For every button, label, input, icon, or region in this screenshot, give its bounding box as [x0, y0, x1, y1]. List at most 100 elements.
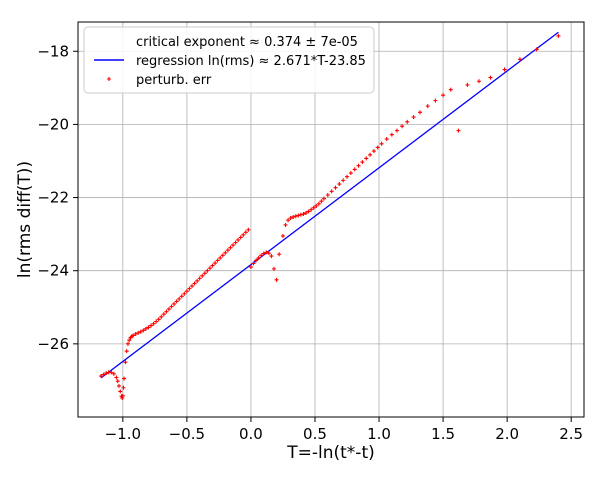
data-point	[156, 317, 161, 322]
legend-entry: regression ln(rms) ≈ 2.671*T-23.85	[136, 54, 366, 69]
data-point	[476, 79, 481, 84]
data-point	[123, 360, 128, 365]
data-point	[114, 375, 119, 380]
data-point	[371, 149, 376, 154]
data-point	[136, 330, 141, 335]
y-tick-label: −26	[37, 335, 69, 353]
data-point	[104, 371, 109, 376]
legend-marker-swatch	[107, 77, 111, 81]
data-point	[465, 82, 470, 87]
data-point	[187, 286, 192, 291]
data-point	[517, 57, 522, 62]
data-point	[146, 325, 151, 330]
data-point	[296, 213, 301, 218]
x-tick-label: 0.5	[303, 425, 327, 443]
data-point	[195, 278, 200, 283]
data-point	[534, 47, 539, 52]
data-point	[223, 250, 228, 255]
data-point	[120, 393, 125, 398]
data-point	[124, 349, 129, 354]
data-point	[121, 385, 126, 390]
data-point	[246, 227, 251, 232]
data-point	[364, 156, 369, 161]
legend: critical exponent ≈ 0.374 ± 7e-05 regress…	[83, 26, 375, 94]
data-point	[301, 212, 306, 217]
data-point	[109, 370, 114, 375]
y-axis-label: ln(rms diff(T))	[15, 161, 35, 278]
data-point	[337, 182, 342, 187]
data-point	[304, 210, 309, 215]
data-point	[174, 299, 179, 304]
x-tick-label: −1.0	[105, 425, 141, 443]
data-point	[149, 323, 154, 328]
data-point	[256, 255, 261, 260]
data-point	[405, 119, 410, 124]
data-point	[360, 160, 365, 165]
data-point	[141, 328, 146, 333]
data-point	[231, 243, 236, 248]
data-point	[411, 115, 416, 120]
x-axis-ticks: −1.0 −0.5 0.0 0.5 1.0 1.5 2.0 2.5	[105, 417, 583, 443]
data-point	[314, 203, 319, 208]
data-point	[251, 261, 256, 266]
data-point	[205, 268, 210, 273]
data-point	[151, 321, 156, 326]
data-point	[341, 178, 346, 183]
x-tick-label: 2.5	[559, 425, 583, 443]
data-point	[298, 212, 303, 217]
data-point	[215, 258, 220, 263]
data-point	[133, 331, 138, 336]
data-point	[375, 145, 380, 150]
data-point	[441, 93, 446, 98]
data-point	[213, 261, 218, 266]
data-point	[425, 104, 430, 109]
data-point	[111, 371, 116, 376]
data-point	[192, 281, 197, 286]
data-point	[169, 304, 174, 309]
regression-line	[100, 31, 559, 379]
data-point	[243, 230, 248, 235]
y-tick-label: −22	[37, 189, 69, 207]
y-axis-ticks: −26 −24 −22 −20 −18	[37, 42, 78, 353]
data-point	[309, 207, 314, 212]
data-point	[116, 383, 121, 388]
data-point	[172, 301, 177, 306]
data-point	[207, 266, 212, 271]
data-point	[321, 196, 326, 201]
axes-frame	[77, 21, 585, 418]
data-point	[131, 333, 136, 338]
data-point	[236, 237, 241, 242]
data-point	[348, 171, 353, 176]
data-point	[266, 251, 271, 256]
data-point	[345, 174, 350, 179]
data-point	[356, 163, 361, 168]
data-point	[182, 291, 187, 296]
data-point	[233, 240, 238, 245]
data-point	[389, 132, 394, 137]
data-point	[456, 128, 461, 133]
data-point	[118, 389, 123, 394]
x-tick-label: 2.0	[495, 425, 519, 443]
data-point	[138, 329, 143, 334]
data-point	[488, 75, 493, 80]
data-point	[99, 374, 104, 379]
data-point	[502, 67, 507, 72]
data-point	[220, 253, 225, 258]
data-point	[311, 205, 316, 210]
data-point	[325, 192, 330, 197]
data-point	[352, 167, 357, 172]
data-point	[184, 289, 189, 294]
data-point	[190, 284, 195, 289]
legend-entry: perturb. err	[136, 73, 212, 88]
data-point	[261, 251, 266, 256]
data-point	[400, 124, 405, 129]
data-point	[291, 214, 296, 219]
x-tick-label: 1.5	[431, 425, 455, 443]
data-point	[368, 152, 373, 157]
data-point	[202, 271, 207, 276]
data-point	[177, 296, 182, 301]
data-point	[166, 307, 171, 312]
data-point	[197, 276, 202, 281]
data-point	[228, 245, 233, 250]
